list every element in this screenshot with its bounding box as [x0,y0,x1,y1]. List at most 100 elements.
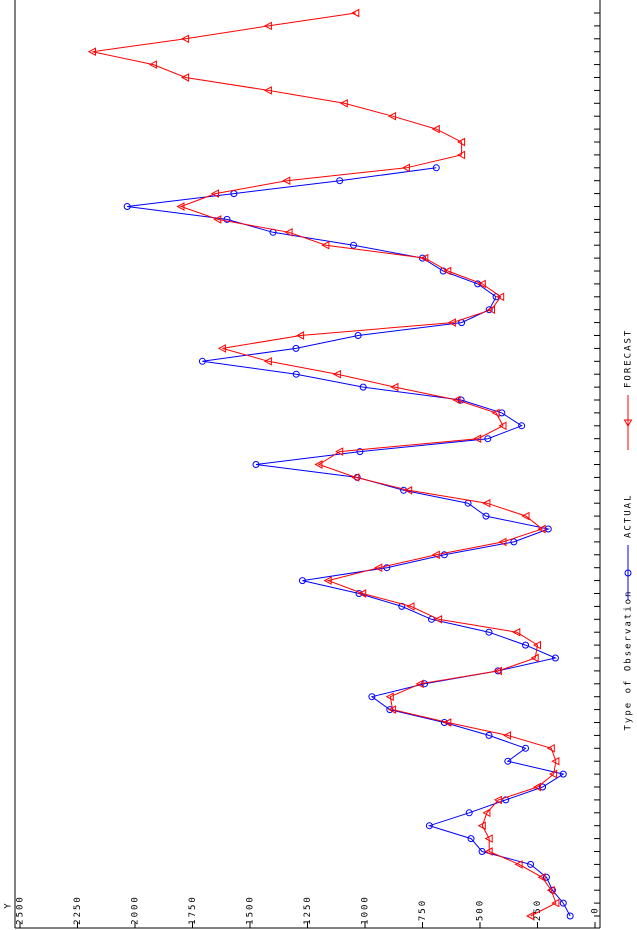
data-point [181,34,190,44]
data-point [390,382,399,392]
y-tick-label: 1250 [303,895,313,925]
legend-marker [623,419,633,427]
data-point [465,809,473,817]
data-point [336,177,344,185]
data-point [432,164,440,172]
data-point [284,227,293,237]
data-point [217,344,226,353]
data-point [198,357,206,365]
y-tick-label: 1500 [246,895,256,925]
data-point [485,306,493,314]
data-point [210,189,219,198]
data-point [503,731,512,740]
data-point [148,60,157,69]
data-point [398,602,406,610]
y-axis-label: Y [4,901,14,908]
data-point [486,305,495,315]
data-point [350,241,357,249]
data-point [447,318,456,327]
data-point [514,860,523,869]
data-point [425,822,433,830]
data-point [415,679,424,689]
data-point [485,731,493,739]
data-point [496,292,505,302]
data-point [522,744,530,752]
data-point [292,344,300,352]
data-point [263,21,272,31]
data-point [440,551,448,559]
data-point [263,356,272,366]
data-point [551,654,559,662]
data-point [484,847,493,856]
data-point [484,435,492,443]
series-line [127,167,571,917]
data-point [539,783,547,791]
y-tick-label: 1000 [361,895,371,925]
legend-title: Type of Observation [624,590,634,731]
data-point [551,898,560,908]
y-tick-label: 750 [418,899,428,921]
data-point [551,756,560,766]
data-point [477,279,486,289]
data-point [566,912,574,920]
data-point [385,692,394,702]
data-point [512,627,521,637]
data-point [522,641,530,649]
y-tick-label: 250 [533,899,543,921]
data-point [457,150,466,160]
data-point [351,473,360,482]
data-point [491,408,500,418]
legend-label: FORECAST [624,329,634,388]
data-point [498,537,507,547]
y-tick-label: 2250 [73,895,83,925]
data-point [546,885,555,895]
data-point [252,461,260,468]
data-point [404,485,413,495]
data-point [314,460,323,469]
data-point [537,872,546,882]
data-point [388,111,397,121]
data-point [263,86,272,95]
data-point [474,280,482,288]
data-point [559,899,567,907]
data-point [493,666,502,676]
series-line [92,12,557,917]
data-point [482,512,490,520]
data-point [339,98,348,108]
data-point [527,860,535,868]
data-point [443,266,452,276]
data-point [332,369,341,379]
data-point [298,577,306,585]
data-point [484,834,493,843]
data-point [434,614,443,624]
data-point [532,782,541,792]
data-point [452,395,461,405]
data-point [493,795,502,805]
data-point [213,215,222,224]
legend-marker [624,569,632,577]
data-point [431,124,440,134]
y-tick-label: 500 [476,899,486,921]
data-point [388,705,397,714]
data-point [292,370,300,378]
data-point [87,47,96,57]
y-tick-label: 2000 [131,895,141,925]
data-point [467,835,475,843]
data-point [282,176,291,186]
data-point [482,498,491,508]
data-point [406,602,415,611]
data-point [530,653,539,663]
data-point [537,524,546,534]
data-point [358,589,367,598]
data-point [477,821,486,831]
data-point [532,640,541,650]
data-point [359,383,367,391]
data-point [510,538,518,546]
data-point [401,163,410,173]
y-tick-label: 1750 [188,895,198,925]
y-tick-label: 2500 [16,895,26,925]
data-point [546,743,555,753]
data-point [354,332,362,339]
data-point [374,563,383,573]
